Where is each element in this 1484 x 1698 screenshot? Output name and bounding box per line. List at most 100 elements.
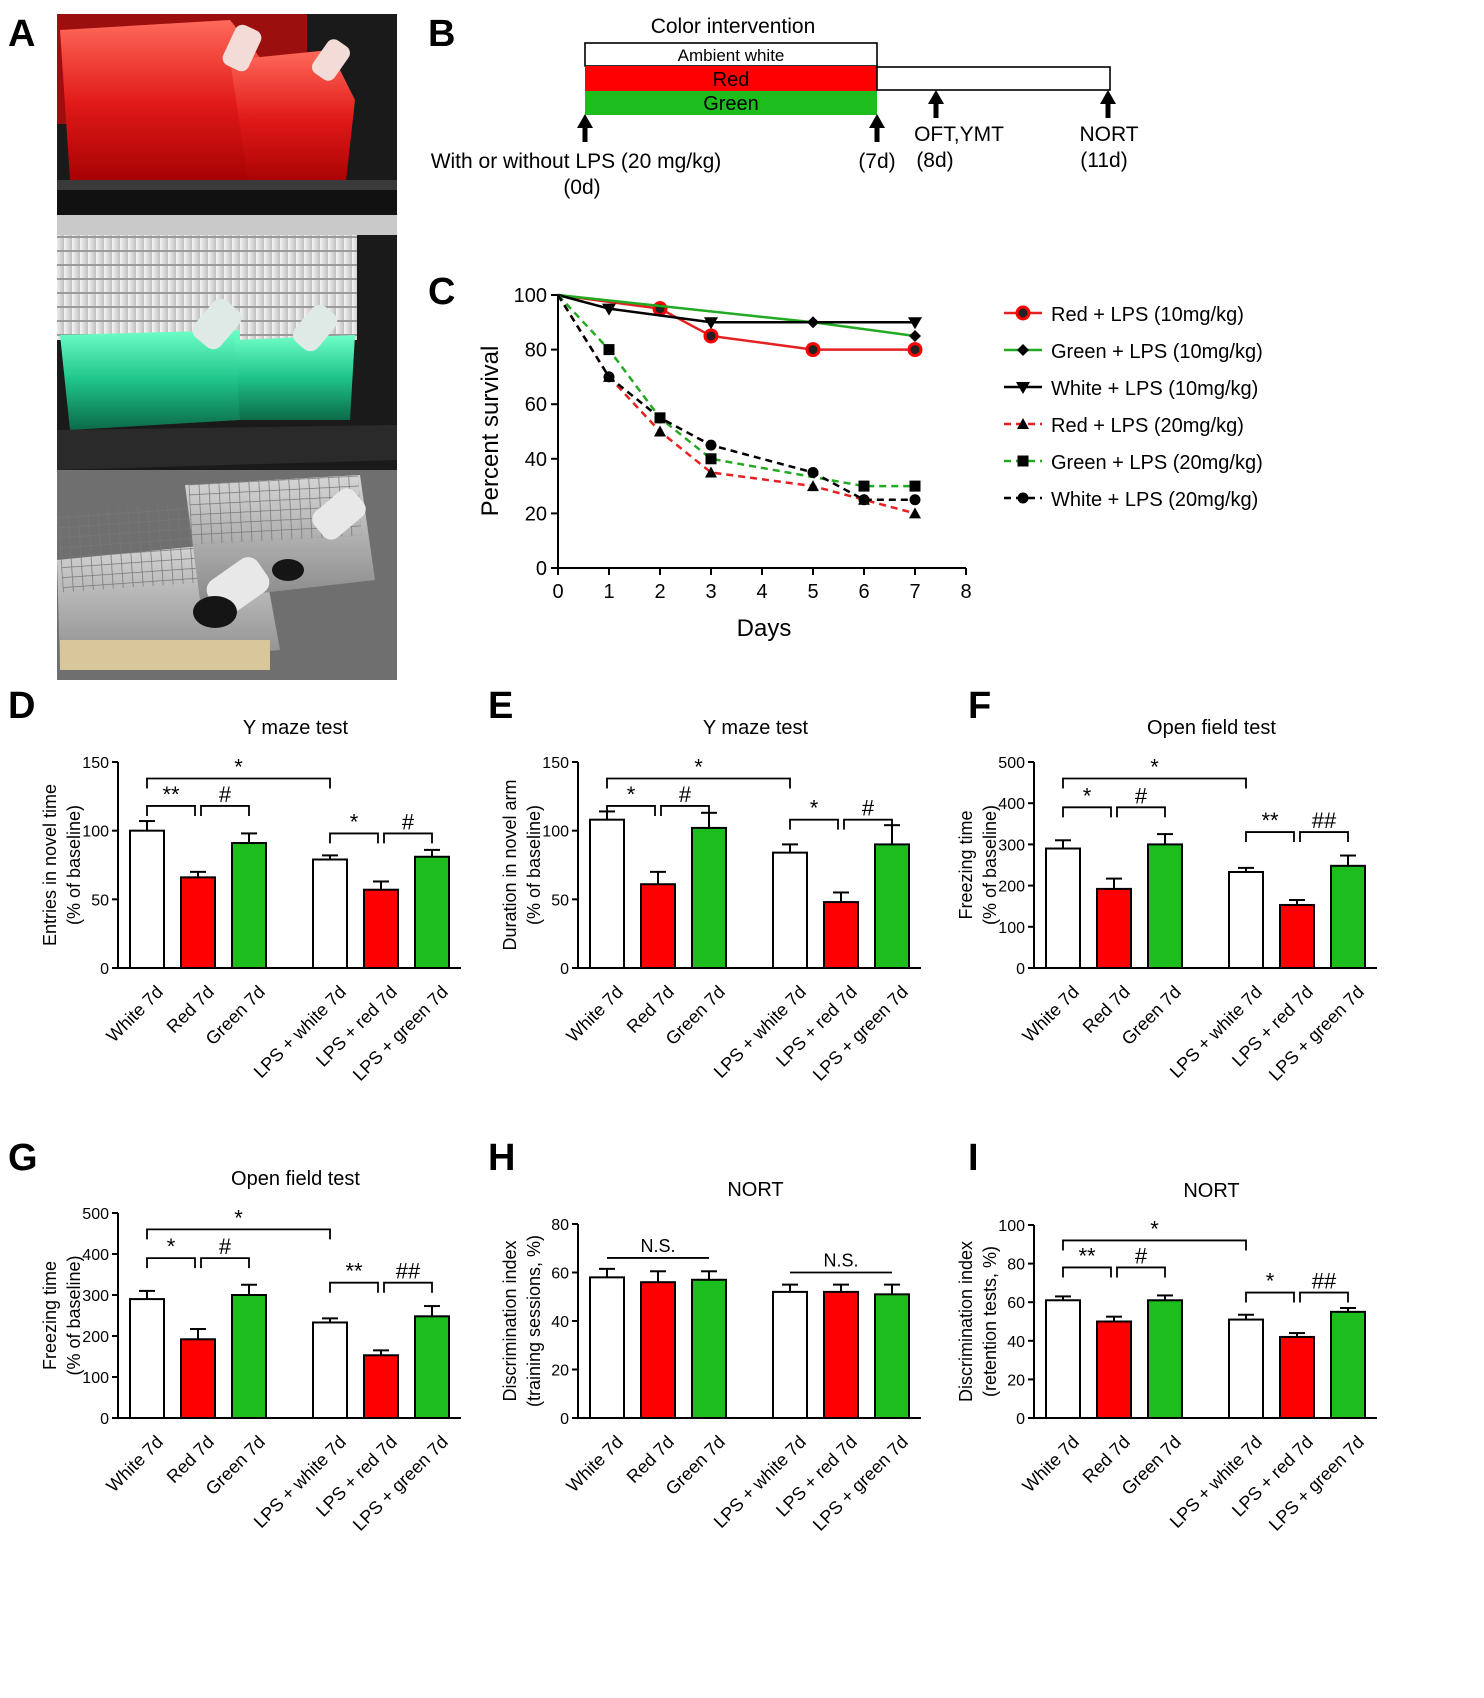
y-tick-label: 40 <box>525 449 547 471</box>
bar-lps-red-7d <box>823 1290 859 1420</box>
day-0-label: (0d) <box>563 176 600 199</box>
arrow-8d-head <box>928 90 944 104</box>
y-tick-label: 0 <box>100 1411 109 1428</box>
sig-label: * <box>1083 783 1092 808</box>
sig-bracket <box>789 818 839 830</box>
y-axis-label-sub: (% of baseline) <box>524 805 544 925</box>
legend-marker <box>1016 382 1030 394</box>
y-tick-label: 100 <box>998 1218 1025 1235</box>
panel-label-f: F <box>968 685 991 727</box>
data-point <box>705 466 717 478</box>
bar-red-7d <box>180 876 216 969</box>
bar-lps-white-7d <box>772 1290 808 1420</box>
sig-label: * <box>1150 754 1159 779</box>
legend-label: Green + LPS (20mg/kg) <box>1051 452 1263 474</box>
bar-lps-red-7d <box>823 901 859 970</box>
data-point <box>908 317 922 330</box>
data-point <box>909 494 921 506</box>
y-tick-label: 100 <box>998 920 1025 937</box>
y-tick-label: 60 <box>551 1266 569 1283</box>
x-tick-label: LPS + green 7d <box>1265 1432 1368 1535</box>
panel-i-bar-chart: 0 20 40 60 80 100 NORT Discrimination index (ret… <box>956 1180 1377 1535</box>
sig-bracket <box>329 1281 379 1293</box>
legend-marker <box>1017 418 1029 429</box>
sig-label: ## <box>1312 808 1337 833</box>
lps-label: With or without LPS (20 mg/kg) <box>431 150 722 173</box>
x-tick-label: 8 <box>960 581 971 603</box>
sig-bracket <box>1062 806 1112 818</box>
y-tick-label: 20 <box>551 1363 569 1380</box>
sig-label: * <box>167 1234 176 1259</box>
y-tick-label: 0 <box>1016 1411 1025 1428</box>
day-7-label: (7d) <box>858 150 895 173</box>
panel-label-a: A <box>8 13 35 55</box>
y-tick-label: 100 <box>514 285 547 307</box>
legend-marker <box>1017 344 1029 356</box>
sig-label: # <box>402 809 415 834</box>
y-tick-label: 0 <box>536 558 547 580</box>
bar-lps-green-7d <box>414 855 450 970</box>
y-tick-label: 300 <box>82 1288 109 1305</box>
y-tick-label: 400 <box>82 1247 109 1264</box>
panel-label-h: H <box>488 1137 515 1179</box>
bar-lps-green-7d <box>874 843 910 970</box>
legend-marker <box>1017 455 1029 467</box>
bar-lps-green-7d <box>1330 864 1366 969</box>
sig-label: * <box>1150 1216 1159 1241</box>
bar-green-7d <box>231 842 267 970</box>
y-axis-label: Discrimination index <box>500 1240 520 1401</box>
sig-label: ** <box>162 782 180 807</box>
ns-label: N.S. <box>823 1251 858 1271</box>
chart-title: Y maze test <box>703 717 809 739</box>
y-axis-label-sub: (retention tests, %) <box>980 1246 1000 1397</box>
y-tick-label: 500 <box>998 755 1025 772</box>
y-tick-label: 0 <box>1016 961 1025 978</box>
y-axis-label-sub: (% of baseline) <box>64 1255 84 1375</box>
bar-lps-red-7d <box>1279 1335 1315 1419</box>
y-tick-label: 200 <box>998 879 1025 896</box>
y-tick-label: 80 <box>551 1217 569 1234</box>
bar-green-7d <box>1147 1299 1183 1420</box>
sig-bracket <box>200 1257 250 1269</box>
sig-label: * <box>234 754 243 779</box>
day-8-label: (8d) <box>916 149 953 172</box>
x-tick-label: 1 <box>603 581 614 603</box>
y-axis-label: Entries in novel time <box>40 784 60 946</box>
bar-red-7d <box>1096 887 1132 969</box>
sig-label: * <box>810 796 819 821</box>
sig-bracket <box>146 777 331 789</box>
chart-title: NORT <box>727 1179 783 1201</box>
y-axis-label-sub: (% of baseline) <box>980 805 1000 925</box>
series-line <box>557 293 915 324</box>
sig-bracket <box>1062 777 1247 789</box>
y-tick-label: 0 <box>560 1411 569 1428</box>
legend-label: Red + LPS (10mg/kg) <box>1051 304 1244 326</box>
sig-label: * <box>1266 1269 1275 1294</box>
panel-g-bar-chart: 0 100 200 300 400 500 Open field test Freezing … <box>40 1168 461 1535</box>
x-tick-label: 0 <box>552 581 563 603</box>
sig-label: # <box>862 796 875 821</box>
y-tick-label: 400 <box>998 796 1025 813</box>
y-axis-label: Discrimination index <box>956 1241 976 1402</box>
bar-white-7d <box>589 818 625 969</box>
x-tick-label: 6 <box>858 581 869 603</box>
panel-labels: A B C D E F G H I <box>8 13 991 1179</box>
y-axis-label: Freezing time <box>956 810 976 919</box>
data-point <box>907 342 923 358</box>
oft-ymt-label: OFT,YMT <box>914 123 1004 146</box>
bar-lps-white-7d <box>312 858 348 969</box>
data-point <box>704 317 718 330</box>
y-axis-label: Duration in novel arm <box>500 779 520 950</box>
data-point <box>602 303 616 316</box>
y-tick-label: 50 <box>91 892 109 909</box>
panel-h-bar-chart: 0 20 40 60 80 NORT Discrimination index (traini… <box>500 1179 921 1535</box>
panel-label-e: E <box>488 685 513 727</box>
bar-white-7d <box>589 1276 625 1419</box>
arrow-0d-head <box>577 114 593 128</box>
red-bar <box>585 66 877 91</box>
x-tick-label: White 7d <box>1018 1432 1082 1496</box>
sig-bracket <box>1116 806 1166 818</box>
panel-label-d: D <box>8 685 35 727</box>
y-tick-label: 60 <box>1007 1295 1025 1312</box>
